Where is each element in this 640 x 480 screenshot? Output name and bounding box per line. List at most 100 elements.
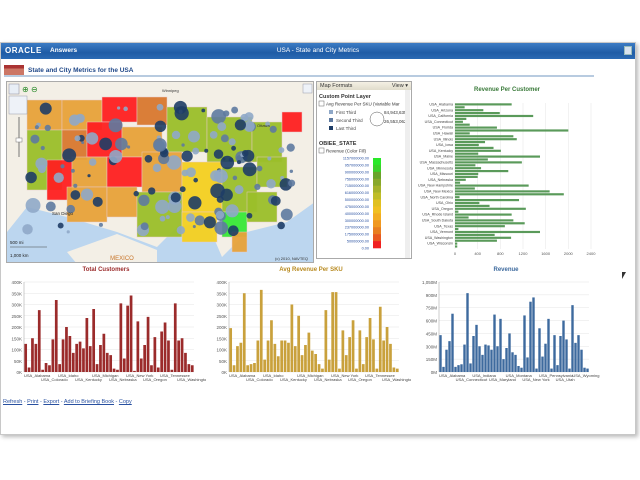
bar [344, 355, 348, 372]
city-point [234, 119, 246, 131]
x-tick-label: USA_Oregon [143, 377, 167, 382]
pan-control[interactable] [8, 95, 28, 115]
city-point [179, 186, 186, 193]
bar [95, 364, 99, 372]
bar [126, 305, 130, 372]
bar [559, 336, 562, 372]
x-tick-label: USA_Montana [506, 373, 533, 378]
city-point [44, 124, 51, 132]
y-tick-label: USA_Illinois [434, 137, 454, 141]
y-tick-label: 450M [426, 331, 438, 336]
city-point [225, 204, 239, 218]
city-point [267, 156, 272, 161]
map-label: Ottawa [257, 123, 270, 128]
city-point [278, 147, 285, 154]
y-tick-label: USA_Hawaii [433, 132, 453, 136]
bar [327, 359, 331, 372]
city-point [171, 130, 181, 140]
map-options-button[interactable] [302, 83, 313, 94]
y-tick-label: USA_New Hampshire [418, 184, 453, 188]
city-point [155, 199, 170, 214]
bar [478, 346, 481, 372]
page-title: State and City Metrics for the USA [28, 67, 134, 74]
city-point [66, 204, 75, 214]
size-value: 84,943,635 [384, 110, 407, 115]
bar [455, 135, 514, 138]
city-point [242, 162, 257, 177]
x-tick-label: 400 [474, 251, 481, 256]
x-tick-label: USA_Oregon [348, 377, 372, 382]
bar [455, 143, 479, 147]
bar [514, 354, 517, 372]
bar [71, 352, 75, 372]
bar [455, 146, 494, 149]
zoom-out-icon[interactable]: ⊖ [31, 85, 38, 94]
copy-link[interactable]: Copy [118, 399, 132, 405]
y-tick-label: USA_Rhode Island [422, 213, 453, 217]
mouse-cursor [622, 272, 626, 279]
bar [355, 368, 358, 372]
bar [27, 367, 31, 372]
bar [455, 164, 476, 167]
y-tick-label: 0K [221, 370, 227, 375]
y-tick-label: USA_Ohio [436, 201, 453, 205]
bar [338, 368, 341, 372]
gradient-tick: 237000000.00 [345, 226, 369, 230]
map-view[interactable]: MEXICO (c) 2010, NAVTEQ 500 mi 1,000 km San … [6, 81, 314, 263]
bar [547, 318, 550, 372]
bar [445, 349, 448, 372]
zoom-slider-handle[interactable] [15, 137, 23, 143]
x-tick-label: USA_New York [331, 373, 358, 378]
city-point [186, 167, 196, 178]
refresh-link[interactable]: Refresh [3, 399, 23, 405]
bar [454, 366, 457, 372]
bar [463, 344, 466, 372]
bar [455, 114, 534, 118]
y-tick-label: 0M [431, 370, 438, 375]
legend-scrollbar[interactable] [405, 90, 410, 258]
bar [586, 368, 589, 372]
bar [341, 330, 345, 372]
x-tick-label: USA_Michigan [92, 373, 118, 378]
bar [529, 301, 532, 372]
city-point [74, 135, 81, 142]
gradient-swatch [373, 234, 381, 242]
bar [472, 336, 475, 372]
y-tick-label: 200K [11, 325, 22, 330]
map-formats-header: Map Formats View ▾ [317, 82, 411, 90]
export-link[interactable]: Export [43, 399, 60, 405]
city-point [98, 222, 103, 227]
bar [236, 346, 239, 372]
city-point [117, 106, 121, 110]
map-canvas[interactable]: MEXICO (c) 2010, NAVTEQ 500 mi 1,000 km San … [7, 82, 314, 263]
zoom-in-icon[interactable]: ⊕ [22, 85, 29, 94]
city-point [173, 100, 187, 114]
print-link[interactable]: Print [27, 399, 39, 405]
bar [287, 342, 290, 372]
city-point [53, 172, 64, 183]
bar [105, 352, 109, 372]
bar [54, 300, 58, 372]
y-tick-label: USA_Iowa [436, 143, 453, 147]
bar [331, 292, 335, 372]
bar [455, 181, 461, 184]
third-swatch [329, 110, 333, 114]
city-point [70, 190, 81, 200]
view-menu[interactable]: View ▾ [391, 83, 408, 89]
chart-title: Total Customers [82, 267, 130, 273]
bar [232, 365, 236, 372]
add-to-briefing-book-link[interactable]: Add to Briefing Book [63, 399, 115, 405]
bar [523, 315, 526, 372]
maximize-button[interactable] [624, 46, 632, 55]
pan-tool-button[interactable] [8, 83, 20, 95]
bar [300, 355, 304, 372]
third-swatch [329, 126, 333, 130]
bar [153, 337, 157, 372]
bar [550, 368, 553, 372]
bar [455, 204, 490, 207]
bar [455, 230, 540, 234]
bar [490, 349, 493, 372]
bar [439, 335, 442, 372]
city-point [289, 169, 294, 174]
size-legend-circle [369, 111, 385, 127]
